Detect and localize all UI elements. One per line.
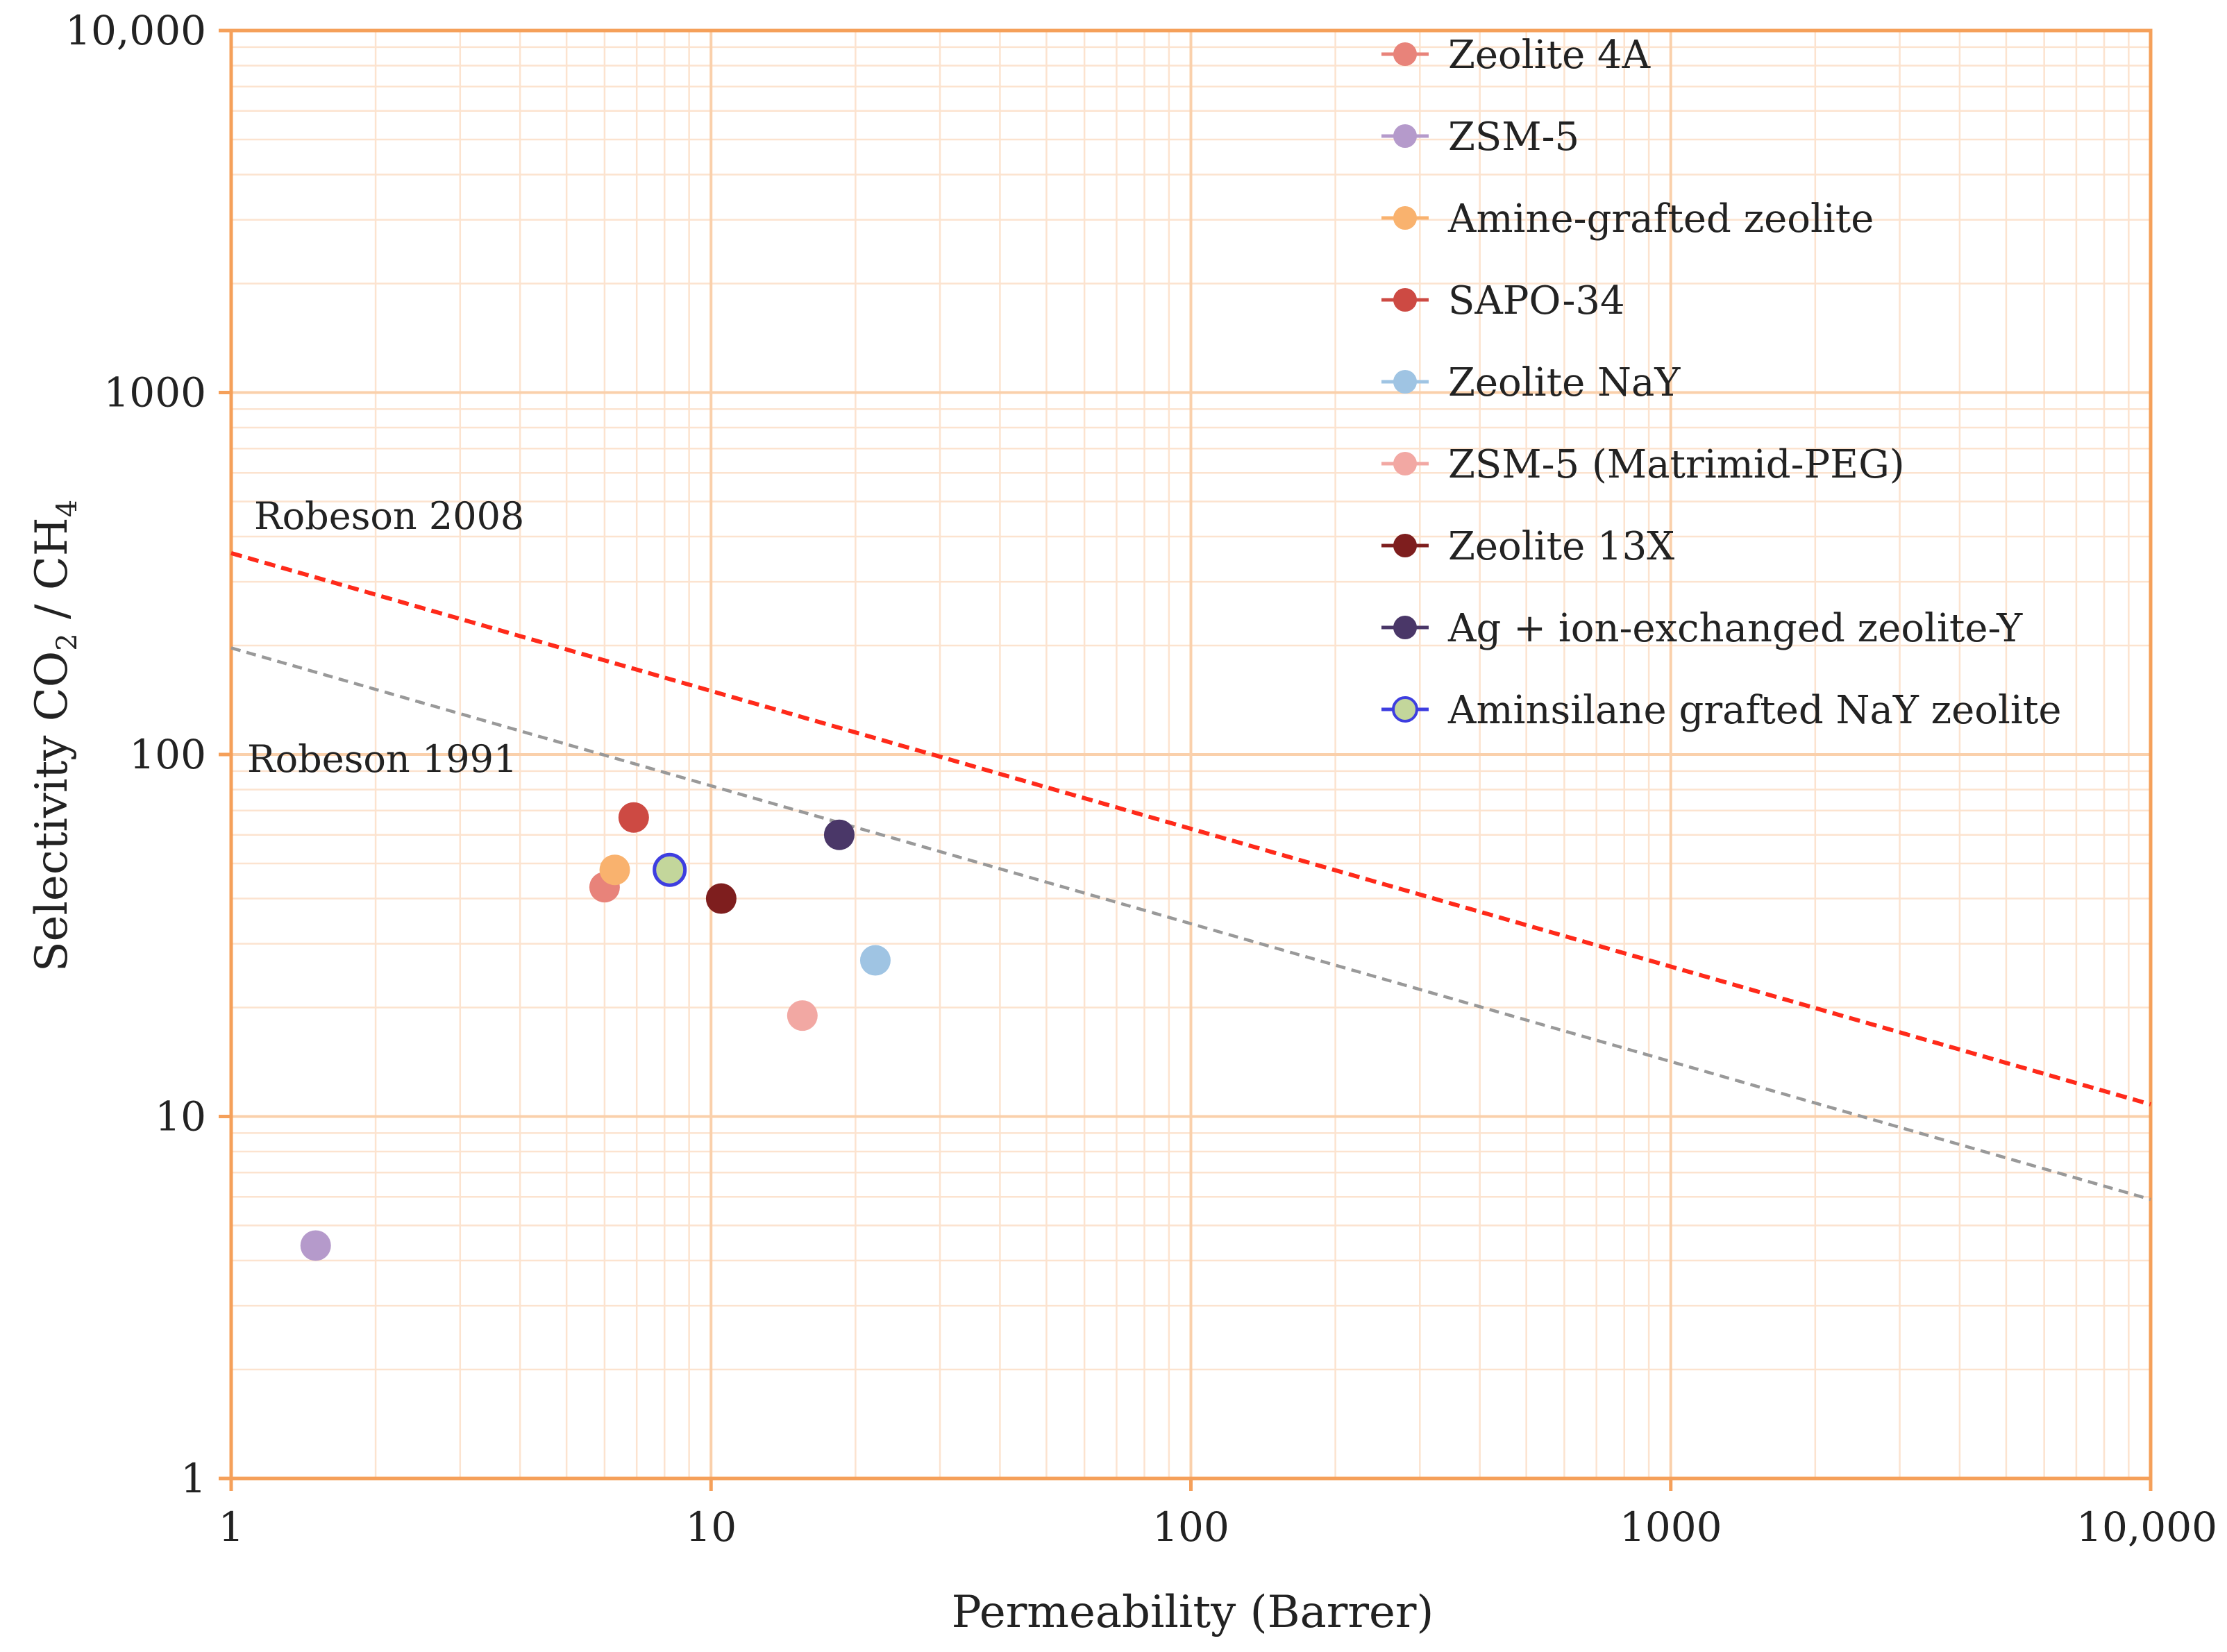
legend-label-0: Zeolite 4A <box>1448 33 1651 78</box>
y-tick-label: 1 <box>180 1455 206 1502</box>
legend-marker-8 <box>1392 696 1418 723</box>
legend-marker-0 <box>1393 42 1417 66</box>
y-axis-ticks: 1 10 100 1000 10,000 <box>65 7 231 1502</box>
legend-marker-3 <box>1393 288 1417 312</box>
data-point-2 <box>599 854 630 886</box>
legend-marker-2 <box>1393 206 1417 230</box>
data-points <box>300 802 891 1261</box>
legend-marker-5 <box>1393 452 1417 475</box>
robeson-2008-label: Robeson 2008 <box>254 494 524 538</box>
y-axis-title-prefix: Selectivity CO <box>26 651 78 972</box>
legend: Zeolite 4A ZSM-5 Amine-grafted zeolite SAPO… <box>1381 33 2061 733</box>
robeson-1991-label: Robeson 1991 <box>247 737 517 781</box>
legend-label-3: SAPO-34 <box>1448 278 1625 323</box>
x-tick-label: 100 <box>1152 1503 1229 1551</box>
y-axis-title-sub-1: 2 <box>51 633 83 650</box>
reference-lines <box>230 551 2151 1202</box>
legend-marker-4 <box>1393 370 1417 394</box>
legend-label-1: ZSM-5 <box>1448 115 1579 160</box>
legend-label-2: Amine-grafted zeolite <box>1447 196 1874 242</box>
legend-label-5: ZSM-5 (Matrimid-PEG) <box>1448 442 1905 487</box>
legend-marker-7 <box>1393 616 1417 639</box>
y-tick-label: 10 <box>155 1093 206 1140</box>
y-axis-title: Selectivity CO2 / CH4 <box>26 500 83 972</box>
x-axis-title: Permeability (Barrer) <box>952 1587 1434 1638</box>
data-point-6 <box>705 883 737 914</box>
data-point-8 <box>653 852 687 887</box>
legend-label-4: Zeolite NaY <box>1448 360 1681 405</box>
legend-marker-1 <box>1393 124 1417 148</box>
y-tick-label: 100 <box>129 731 206 778</box>
data-point-5 <box>787 1000 818 1031</box>
legend-label-6: Zeolite 13X <box>1448 524 1674 569</box>
x-tick-label: 10 <box>685 1503 737 1551</box>
robeson-1991-line <box>230 646 2151 1202</box>
x-tick-label: 1000 <box>1620 1503 1722 1551</box>
data-point-7 <box>823 819 855 850</box>
y-axis-title-sub-2: 4 <box>51 500 83 517</box>
legend-label-7: Ag + ion-exchanged zeolite-Y <box>1447 606 2023 651</box>
y-axis-title-mid: / CH <box>26 517 78 633</box>
data-point-1 <box>300 1230 331 1261</box>
x-tick-label: 10,000 <box>2076 1503 2217 1551</box>
robeson-2008-line <box>230 551 2151 1106</box>
legend-label-8: Aminsilane grafted NaY zeolite <box>1447 688 2061 733</box>
y-tick-label: 10,000 <box>65 7 206 54</box>
data-point-3 <box>618 802 649 833</box>
data-point-4 <box>859 945 891 976</box>
x-tick-label: 1 <box>219 1503 244 1551</box>
legend-marker-6 <box>1393 534 1417 557</box>
x-axis-ticks: 1 10 100 1000 10,000 <box>219 1478 2217 1551</box>
y-tick-label: 1000 <box>103 369 206 416</box>
